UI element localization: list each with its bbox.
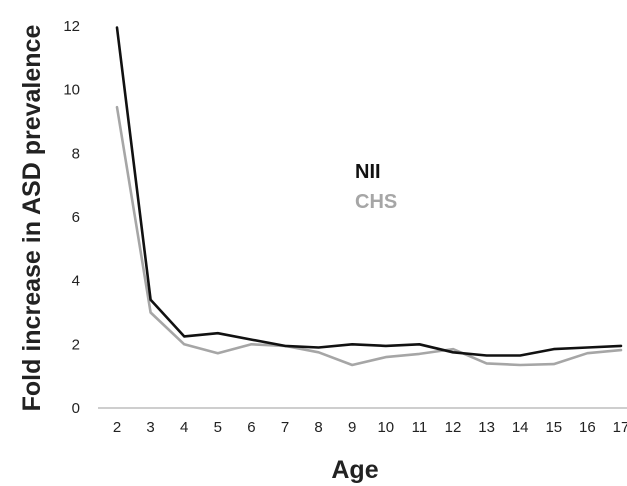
y-tick-label: 6 — [72, 209, 80, 226]
x-tick-label: 4 — [180, 419, 188, 436]
series-lines — [115, 26, 623, 367]
y-tick-label: 10 — [63, 82, 80, 99]
x-tick-label: 12 — [445, 419, 462, 436]
x-tick-label: 5 — [214, 419, 222, 436]
x-tick-label: 6 — [247, 419, 255, 436]
legend-entry-nii: NII — [355, 161, 381, 183]
y-tick-label: 8 — [72, 145, 80, 162]
x-tick-label: 8 — [314, 419, 322, 436]
y-tick-label: 12 — [63, 18, 80, 35]
y-tick-label: 2 — [72, 336, 80, 353]
x-tick-label: 11 — [412, 419, 428, 436]
series-line-nii — [115, 26, 623, 357]
x-tick-labels: 2 3 4 5 6 7 8 9 10 11 12 13 14 15 16 17 — [113, 419, 627, 436]
y-tick-label: 4 — [72, 273, 80, 290]
x-tick-label: 2 — [113, 419, 121, 436]
x-tick-label: 16 — [579, 419, 596, 436]
x-tick-label: 7 — [281, 419, 289, 436]
x-tick-label: 13 — [478, 419, 495, 436]
series-line-chs — [115, 105, 623, 367]
y-tick-labels: 0 2 4 6 8 10 12 — [63, 18, 80, 417]
x-tick-label: 15 — [545, 419, 562, 436]
x-tick-label: 17 — [613, 419, 627, 436]
legend: NII CHS — [355, 161, 397, 213]
x-tick-label: 14 — [512, 419, 529, 436]
x-tick-label: 10 — [377, 419, 394, 436]
y-axis-label: Fold increase in ASD prevalence — [18, 25, 46, 412]
y-tick-label: 0 — [72, 400, 80, 417]
x-tick-label: 3 — [146, 419, 154, 436]
x-axis-label: Age — [331, 456, 378, 484]
x-tick-label: 9 — [348, 419, 356, 436]
legend-entry-chs: CHS — [355, 191, 397, 213]
